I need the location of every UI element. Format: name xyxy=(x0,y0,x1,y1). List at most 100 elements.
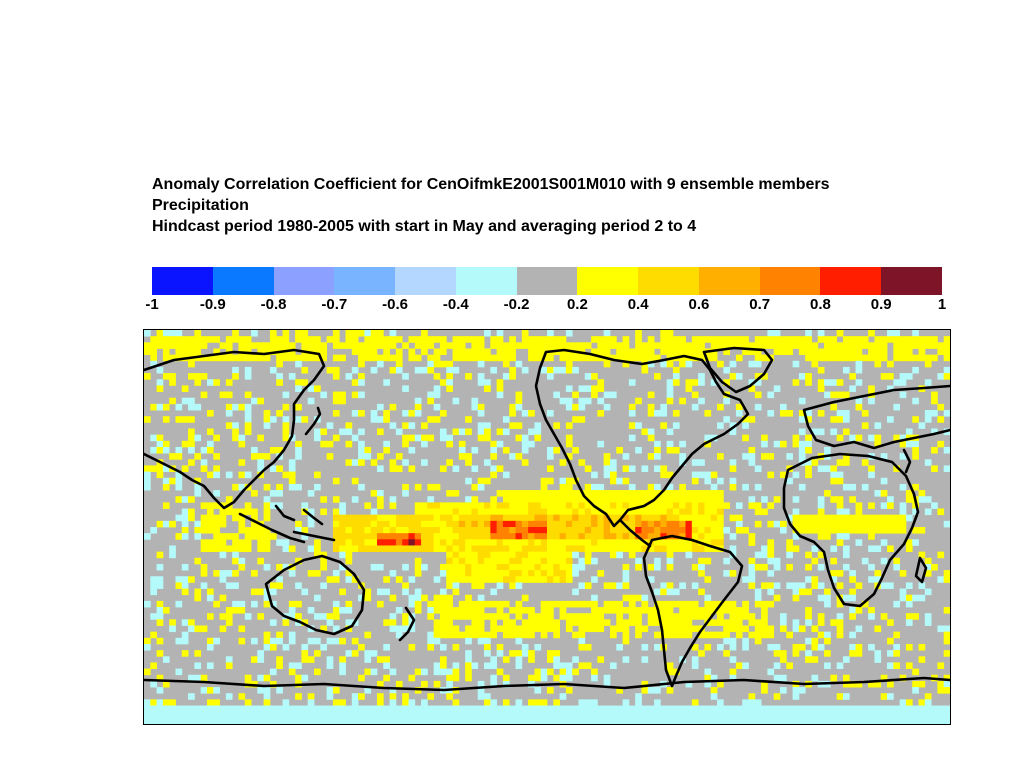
map-cell xyxy=(685,717,693,724)
map-cell xyxy=(433,360,441,368)
map-cell xyxy=(471,625,479,633)
map-cell xyxy=(433,403,441,411)
map-cell xyxy=(584,514,592,522)
map-cell xyxy=(307,397,315,405)
map-cell xyxy=(698,527,705,534)
map-cell xyxy=(515,717,523,724)
map-cell xyxy=(452,674,460,682)
map-cell xyxy=(729,373,737,380)
map-cell xyxy=(496,336,504,343)
map-cell xyxy=(767,539,775,546)
map-cell xyxy=(358,391,365,399)
map-cell xyxy=(515,650,523,657)
map-cell xyxy=(616,527,623,534)
map-cell xyxy=(219,711,227,719)
map-cell xyxy=(213,453,220,460)
map-cell xyxy=(603,674,611,682)
map-cell xyxy=(200,354,208,362)
map-cell xyxy=(855,366,863,374)
map-cell xyxy=(269,717,277,724)
map-cell xyxy=(685,379,693,386)
colorbar-bin-4 xyxy=(395,267,456,295)
map-cell xyxy=(547,514,554,522)
map-cell xyxy=(742,416,749,423)
map-cell xyxy=(540,711,548,719)
map-cell xyxy=(389,668,397,676)
map-cell xyxy=(767,545,775,553)
map-cell xyxy=(509,711,516,719)
map-cell xyxy=(326,662,334,669)
map-cell xyxy=(547,557,554,565)
map-cell xyxy=(647,483,655,491)
map-cell xyxy=(389,336,397,343)
map-cell xyxy=(553,514,560,522)
map-cell xyxy=(502,619,510,626)
map-cell xyxy=(704,514,712,522)
map-cell xyxy=(597,483,605,491)
map-cell xyxy=(395,453,403,460)
map-cell xyxy=(559,607,567,614)
map-cell xyxy=(509,705,516,713)
map-cell xyxy=(206,354,214,362)
map-cell xyxy=(414,705,422,713)
map-cell xyxy=(609,545,617,553)
map-cell xyxy=(402,483,409,491)
map-cell xyxy=(477,545,485,553)
map-cell xyxy=(691,533,699,540)
map-cell xyxy=(433,576,441,583)
map-cell xyxy=(578,563,586,571)
map-cell xyxy=(263,533,271,540)
map-cell xyxy=(446,625,453,633)
map-cell xyxy=(685,600,693,608)
map-cell xyxy=(578,582,586,589)
map-cell xyxy=(918,348,926,356)
map-cell xyxy=(502,699,510,706)
map-cell xyxy=(924,563,932,571)
map-cell xyxy=(358,693,365,700)
map-cell xyxy=(502,613,510,620)
map-cell xyxy=(628,490,636,497)
map-cell xyxy=(805,656,812,663)
map-cell xyxy=(855,434,863,442)
map-cell xyxy=(572,533,579,540)
map-cell xyxy=(742,422,749,429)
map-cell xyxy=(943,637,950,645)
map-cell xyxy=(458,342,466,349)
map-cell xyxy=(729,342,737,349)
map-cell xyxy=(704,643,712,651)
map-cell xyxy=(628,348,636,356)
map-cell xyxy=(572,545,579,553)
map-cell xyxy=(868,514,875,522)
map-cell xyxy=(572,354,579,362)
map-cell xyxy=(792,687,800,694)
map-cell xyxy=(842,366,850,374)
map-cell xyxy=(679,354,686,362)
map-cell xyxy=(534,508,542,516)
map-cell xyxy=(288,711,296,719)
map-cell xyxy=(351,336,359,343)
map-cell xyxy=(616,582,623,589)
map-cell xyxy=(269,342,277,349)
map-cell xyxy=(559,600,567,608)
map-cell xyxy=(660,711,668,719)
map-cell xyxy=(232,366,239,374)
map-cell xyxy=(351,705,359,713)
map-cell xyxy=(402,613,409,620)
map-cell xyxy=(584,373,592,380)
map-cell xyxy=(540,490,548,497)
map-cell xyxy=(213,336,220,343)
map-cell xyxy=(477,348,485,356)
map-cell xyxy=(679,527,686,534)
map-cell xyxy=(905,336,913,343)
map-cell xyxy=(547,607,554,614)
map-cell xyxy=(735,373,743,380)
map-cell xyxy=(389,699,397,706)
map-cell xyxy=(893,520,901,528)
map-cell xyxy=(408,576,416,583)
map-cell xyxy=(691,662,699,669)
map-cell xyxy=(874,434,882,442)
map-cell xyxy=(200,446,208,454)
map-cell xyxy=(288,705,296,713)
map-cell xyxy=(395,428,403,436)
coastline-australia xyxy=(264,554,366,636)
